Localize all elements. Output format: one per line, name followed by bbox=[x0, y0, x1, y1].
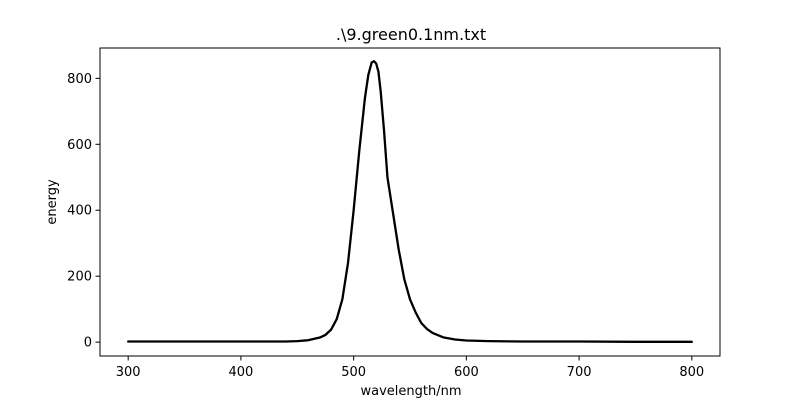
x-tick-label: 600 bbox=[454, 365, 479, 380]
x-tick-label: 700 bbox=[567, 365, 592, 380]
x-tick-label: 300 bbox=[116, 365, 141, 380]
x-tick-label: 500 bbox=[341, 365, 366, 380]
x-tick-label: 800 bbox=[679, 365, 704, 380]
y-axis: 0 200 400 600 800 bbox=[67, 72, 100, 351]
x-axis: 300 400 500 600 700 800 bbox=[116, 356, 704, 380]
x-axis-label: wavelength/nm bbox=[360, 384, 461, 399]
y-tick-label: 0 bbox=[84, 336, 92, 351]
y-tick-label: 600 bbox=[67, 138, 92, 153]
chart-title: .\9.green0.1nm.txt bbox=[336, 25, 486, 44]
y-tick-label: 800 bbox=[67, 72, 92, 87]
series-line-0 bbox=[127, 60, 693, 343]
x-tick-label: 400 bbox=[228, 365, 253, 380]
y-tick-label: 200 bbox=[67, 270, 92, 285]
plot-area bbox=[99, 47, 721, 357]
plot-frame bbox=[99, 47, 721, 357]
y-axis-label: energy bbox=[45, 179, 60, 225]
y-tick-label: 400 bbox=[67, 204, 92, 219]
